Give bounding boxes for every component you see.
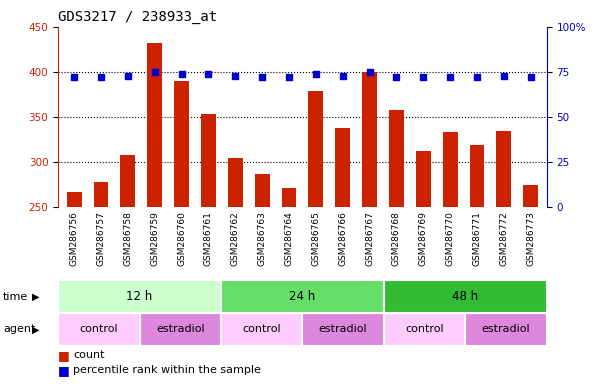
Bar — [221, 280, 384, 313]
Text: GSM286757: GSM286757 — [97, 212, 106, 266]
Point — [419, 74, 428, 81]
Bar — [282, 187, 296, 207]
Point — [392, 74, 401, 81]
Point — [177, 71, 186, 77]
Text: percentile rank within the sample: percentile rank within the sample — [73, 366, 261, 376]
Bar — [309, 91, 323, 207]
Text: ▶: ▶ — [32, 324, 39, 334]
Text: ■: ■ — [58, 364, 70, 377]
Text: 48 h: 48 h — [452, 290, 478, 303]
Text: GSM286762: GSM286762 — [231, 212, 240, 266]
Bar — [384, 313, 466, 346]
Bar — [174, 81, 189, 207]
Bar — [201, 114, 216, 207]
Text: control: control — [243, 324, 281, 334]
Point — [338, 73, 348, 79]
Bar — [67, 192, 81, 207]
Text: agent: agent — [3, 324, 35, 334]
Text: estradiol: estradiol — [482, 324, 530, 334]
Bar — [470, 145, 485, 207]
Point — [123, 73, 133, 79]
Bar — [120, 155, 135, 207]
Bar — [524, 185, 538, 207]
Bar — [255, 174, 269, 207]
Text: GSM286767: GSM286767 — [365, 212, 374, 266]
Point — [96, 74, 106, 81]
Bar — [416, 151, 431, 207]
Text: GSM286771: GSM286771 — [472, 212, 481, 266]
Text: time: time — [3, 291, 28, 302]
Bar — [362, 72, 377, 207]
Text: GSM286768: GSM286768 — [392, 212, 401, 266]
Bar — [147, 43, 162, 207]
Text: GSM286765: GSM286765 — [312, 212, 320, 266]
Bar — [497, 131, 511, 207]
Bar — [58, 313, 139, 346]
Point — [203, 71, 213, 77]
Bar — [58, 280, 221, 313]
Text: GSM286763: GSM286763 — [258, 212, 266, 266]
Text: GSM286759: GSM286759 — [150, 212, 159, 266]
Point — [526, 74, 536, 81]
Point — [257, 74, 267, 81]
Text: GSM286766: GSM286766 — [338, 212, 347, 266]
Text: ▶: ▶ — [32, 291, 39, 302]
Text: estradiol: estradiol — [156, 324, 205, 334]
Text: GSM286770: GSM286770 — [445, 212, 455, 266]
Point — [284, 74, 294, 81]
Point — [499, 73, 509, 79]
Bar — [93, 182, 108, 207]
Bar — [221, 313, 302, 346]
Text: GSM286764: GSM286764 — [285, 212, 293, 266]
Bar — [389, 110, 404, 207]
Text: GSM286756: GSM286756 — [70, 212, 79, 266]
Text: estradiol: estradiol — [319, 324, 367, 334]
Bar — [302, 313, 384, 346]
Point — [311, 71, 321, 77]
Text: GSM286760: GSM286760 — [177, 212, 186, 266]
Text: control: control — [405, 324, 444, 334]
Text: GSM286758: GSM286758 — [123, 212, 133, 266]
Bar — [335, 128, 350, 207]
Bar — [139, 313, 221, 346]
Text: 24 h: 24 h — [290, 290, 315, 303]
Point — [230, 73, 240, 79]
Point — [150, 69, 159, 75]
Text: ■: ■ — [58, 349, 70, 362]
Point — [365, 69, 375, 75]
Text: 12 h: 12 h — [126, 290, 153, 303]
Bar — [384, 280, 547, 313]
Point — [69, 74, 79, 81]
Text: GSM286773: GSM286773 — [526, 212, 535, 266]
Point — [445, 74, 455, 81]
Bar — [228, 158, 243, 207]
Text: control: control — [79, 324, 118, 334]
Text: GSM286772: GSM286772 — [499, 212, 508, 266]
Bar — [443, 132, 458, 207]
Text: count: count — [73, 350, 105, 360]
Bar — [466, 313, 547, 346]
Point — [472, 74, 482, 81]
Text: GDS3217 / 238933_at: GDS3217 / 238933_at — [58, 10, 217, 25]
Text: GSM286769: GSM286769 — [419, 212, 428, 266]
Text: GSM286761: GSM286761 — [204, 212, 213, 266]
